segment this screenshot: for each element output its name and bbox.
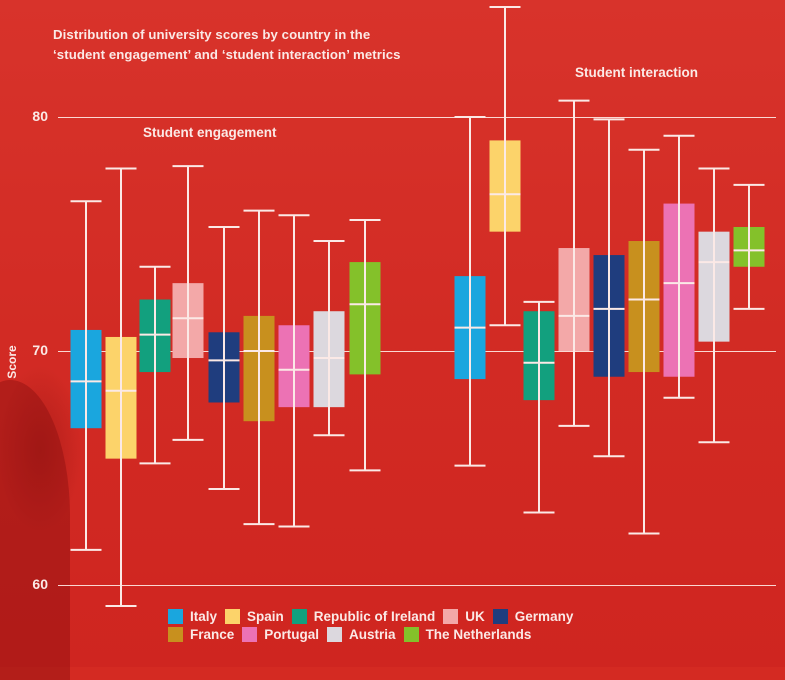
legend-label-germany: Germany — [514, 609, 574, 624]
legend-label-netherlands: The Netherlands — [425, 627, 532, 642]
gridline-70 — [58, 351, 776, 352]
legend-item-spain: Spain — [225, 609, 284, 624]
legend-swatch-italy — [168, 609, 183, 624]
legend-label-spain: Spain — [247, 609, 284, 624]
gridline-60 — [58, 585, 776, 586]
legend-swatch-france — [168, 627, 183, 642]
legend-item-france: France — [168, 627, 234, 642]
legend-swatch-portugal — [242, 627, 258, 642]
y-tick-80: 80 — [32, 108, 48, 124]
legend-item-austria: Austria — [327, 627, 396, 642]
legend-swatch-uk — [443, 609, 459, 624]
y-tick-60: 60 — [32, 576, 48, 592]
legend-swatch-austria — [327, 627, 343, 642]
legend-label-uk: UK — [465, 609, 485, 624]
legend-label-portugal: Portugal — [264, 627, 320, 642]
legend-swatch-ireland — [291, 609, 307, 624]
gridline-80 — [58, 117, 776, 118]
y-tick-70: 70 — [32, 342, 48, 358]
legend-item-uk: UK — [443, 609, 485, 624]
chart-title-line-1: Distribution of university scores by cou… — [53, 27, 371, 42]
legend-item-portugal: Portugal — [242, 627, 319, 642]
legend-item-ireland: Republic of Ireland — [291, 609, 436, 624]
legend-item-netherlands: The Netherlands — [403, 627, 532, 642]
legend-label-ireland: Republic of Ireland — [313, 609, 436, 624]
legend-label-italy: Italy — [190, 609, 218, 624]
chart-title: Distribution of university scores by cou… — [53, 25, 473, 65]
legend: Italy Spain Republic of Ireland UK Germa… — [168, 609, 628, 642]
legend-swatch-netherlands — [403, 627, 419, 642]
legend-label-austria: Austria — [349, 627, 396, 642]
group-label-interaction: Student interaction — [575, 65, 699, 80]
legend-item-germany: Germany — [492, 609, 574, 624]
legend-swatch-germany — [492, 609, 508, 624]
chart-title-line-2: ‘student engagement’ and ‘student intera… — [53, 47, 401, 62]
legend-item-italy: Italy — [168, 609, 217, 624]
group-label-engagement: Student engagement — [143, 125, 277, 140]
legend-label-france: France — [190, 627, 235, 642]
legend-swatch-spain — [225, 609, 241, 624]
